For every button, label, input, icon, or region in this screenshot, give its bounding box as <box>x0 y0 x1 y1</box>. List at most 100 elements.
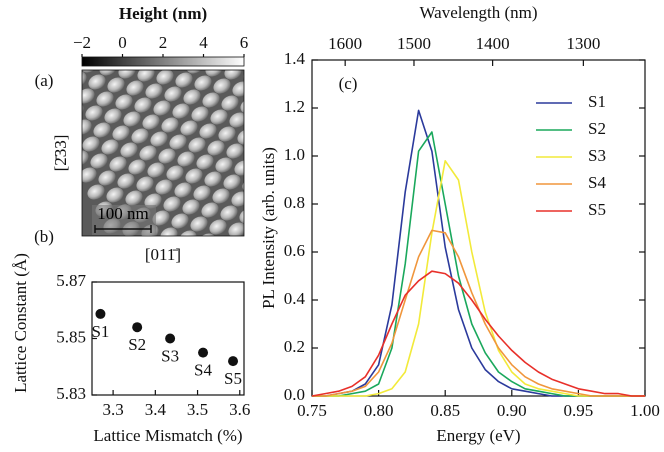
afm-bump <box>228 222 244 236</box>
afm-bump <box>13 28 36 49</box>
y-tick-label: 0.2 <box>284 337 305 356</box>
afm-bump <box>204 171 222 187</box>
plot-frame <box>311 59 646 397</box>
afm-bump <box>139 145 157 161</box>
afm-bump <box>210 109 228 125</box>
afm-bump <box>275 211 298 232</box>
afm-bump <box>123 111 141 127</box>
afm-bump <box>144 193 162 209</box>
colorbar-title: Height (nm) <box>119 4 207 23</box>
y-direction-label: [2̄33] <box>51 135 70 172</box>
afm-bump <box>21 45 44 66</box>
afm-bump <box>131 128 149 144</box>
afm-bump <box>229 112 244 128</box>
afm-bump <box>318 265 341 286</box>
afm-bump <box>158 148 176 164</box>
y-tick-label: 0.4 <box>284 289 306 308</box>
x-tick-label: 0.95 <box>564 401 594 420</box>
afm-bump <box>118 70 136 79</box>
afm-bump <box>204 247 227 268</box>
afm-bump <box>99 70 117 76</box>
afm-bump <box>257 98 280 119</box>
colorbar <box>81 56 245 67</box>
x-tick-label: 0.80 <box>364 401 394 420</box>
afm-bump <box>101 139 119 155</box>
series-line <box>312 229 645 397</box>
point <box>228 356 239 367</box>
afm-bump <box>202 92 220 108</box>
afm-bump <box>163 196 181 212</box>
afm-bump <box>356 271 379 292</box>
afm-bump <box>90 153 108 169</box>
point <box>198 347 209 358</box>
x-tick-label: 1.00 <box>630 401 660 420</box>
afm-bump <box>182 199 200 215</box>
afm-bump <box>172 103 190 119</box>
colorbar-tick-label: 0 <box>118 33 127 52</box>
x-tick-label: 3.5 <box>187 400 208 419</box>
x2-axis-title: Wavelength (nm) <box>419 3 537 22</box>
afm-bump <box>337 268 360 289</box>
point-label: S2 <box>128 335 146 354</box>
y-axis-title: Lattice Constant (Å) <box>11 253 30 393</box>
afm-bump <box>190 216 208 232</box>
afm-bump <box>43 17 66 38</box>
afm-bump <box>183 89 201 105</box>
afm-bump <box>45 96 68 117</box>
afm-bump <box>147 162 165 178</box>
scale-bar-label: 100 nm <box>97 204 148 223</box>
point <box>165 333 176 344</box>
x-direction-label: [011̄] <box>145 245 181 264</box>
afm-bump <box>321 234 344 255</box>
afm-bump <box>152 210 170 226</box>
afm-bump <box>156 70 174 85</box>
panel-label: (a) <box>35 71 54 90</box>
afm-bump <box>313 217 336 238</box>
afm-bump <box>249 81 272 102</box>
point <box>95 308 106 319</box>
point-label: S3 <box>161 346 179 365</box>
afm-bump <box>180 120 198 136</box>
afm-bump <box>82 167 97 183</box>
afm-bump <box>96 91 114 107</box>
afm-bump <box>177 151 195 167</box>
y-tick-label: 0.6 <box>284 241 305 260</box>
afm-bump <box>265 115 288 136</box>
afm-bump <box>82 119 92 135</box>
y-tick-label: 1.4 <box>284 49 306 68</box>
afm-bump <box>329 251 352 272</box>
y-tick-label: 0.0 <box>284 385 305 404</box>
afm-bump <box>98 170 116 186</box>
afm-bump <box>234 160 244 176</box>
y-tick-label: 1.2 <box>284 97 305 116</box>
afm-bump <box>93 122 111 138</box>
afm-bump <box>150 131 168 147</box>
afm-bump <box>104 108 122 124</box>
series-line <box>312 131 645 397</box>
afm-bump <box>179 230 197 236</box>
afm-bump <box>88 74 106 90</box>
afm-bump <box>223 174 241 190</box>
afm-bump <box>191 106 209 122</box>
x2-tick-label: 1300 <box>566 34 600 53</box>
y-tick-label: 5.85 <box>56 327 86 346</box>
y-tick-label: 1.0 <box>284 145 305 164</box>
afm-bump <box>340 237 363 258</box>
afm-bump <box>160 227 178 236</box>
afm-bump <box>234 236 257 257</box>
afm-bump <box>153 100 171 116</box>
afm-bump <box>237 129 244 145</box>
afm-bump <box>82 88 95 104</box>
afm-bump <box>134 97 152 113</box>
x-tick-label: 3.3 <box>102 400 123 419</box>
afm-bump <box>125 190 143 206</box>
afm-bump <box>82 150 89 166</box>
afm-bump <box>136 176 154 192</box>
panel-label: (c) <box>339 74 358 93</box>
y-tick-label: 5.83 <box>56 384 86 403</box>
afm-bump <box>289 166 312 187</box>
afm-bump <box>32 31 55 52</box>
afm-bump <box>166 165 184 181</box>
afm-bump <box>24 14 47 35</box>
afm-bump <box>126 80 144 96</box>
